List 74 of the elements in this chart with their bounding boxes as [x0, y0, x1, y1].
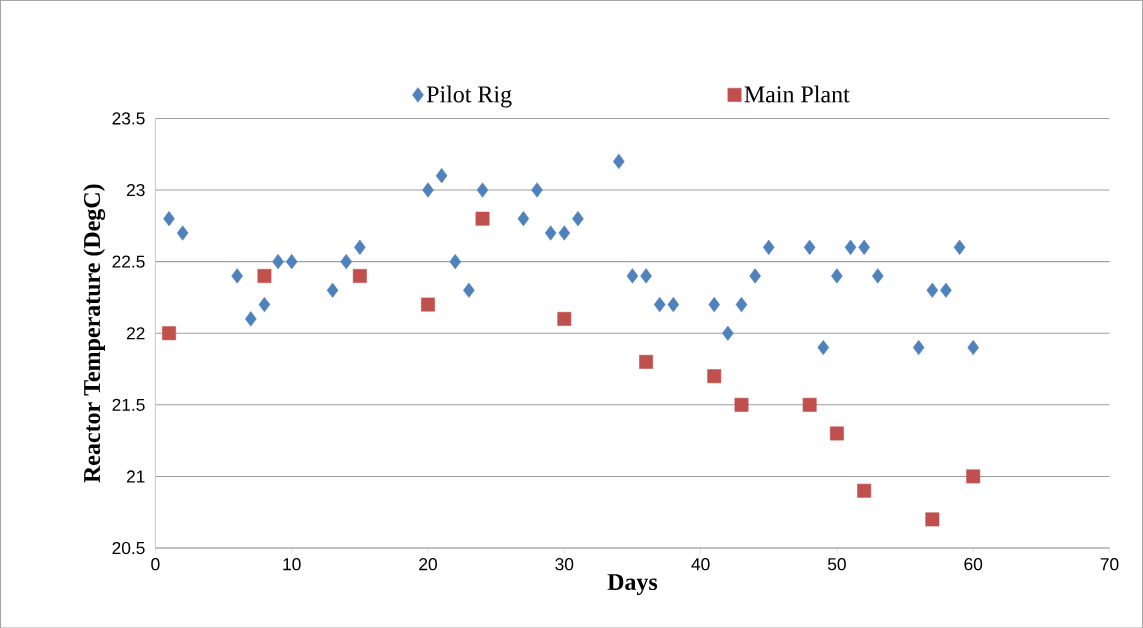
legend-label: Pilot Rig: [426, 85, 512, 108]
point: [354, 239, 366, 255]
point: [272, 253, 284, 269]
point: [435, 167, 448, 184]
point: [749, 268, 761, 284]
x-tick-label: 40: [691, 557, 710, 571]
point: [762, 239, 775, 255]
point: [421, 297, 435, 312]
point: [531, 182, 543, 198]
y-tick-label: 21.5: [112, 398, 145, 411]
point: [176, 225, 189, 241]
y-tick-label: 22.5: [112, 255, 145, 268]
x-axis-title: Days: [607, 573, 658, 595]
point: [257, 268, 272, 283]
y-axis-title: Reactor Temperature (DegC): [83, 184, 106, 483]
point: [258, 296, 271, 312]
point: [953, 239, 966, 255]
point: [557, 311, 572, 326]
point: [340, 253, 352, 269]
x-tick-label: 60: [964, 557, 983, 571]
point: [708, 296, 720, 312]
point: [967, 339, 979, 355]
x-tick-label: 30: [555, 557, 574, 571]
y-tick-label: 20.5: [112, 541, 145, 554]
y-tick-label: 22: [126, 326, 145, 340]
point: [803, 239, 816, 255]
point: [463, 282, 475, 298]
point: [829, 426, 844, 441]
point: [735, 296, 748, 312]
point: [613, 153, 625, 169]
point: [422, 182, 434, 198]
y-tick-label: 23: [126, 183, 145, 196]
y-tick-label: 21: [126, 470, 145, 483]
point: [857, 483, 872, 498]
point: [925, 512, 940, 527]
point: [639, 354, 654, 369]
point: [626, 268, 639, 284]
point: [926, 282, 939, 298]
point: [653, 296, 666, 312]
point: [858, 239, 870, 255]
point: [667, 296, 680, 312]
point: [449, 253, 462, 269]
point: [734, 397, 749, 412]
point: [517, 210, 530, 227]
y-tick-label: 23.5: [112, 112, 145, 125]
point: [707, 369, 722, 383]
point: [722, 325, 734, 341]
x-tick-label: 10: [283, 557, 301, 571]
point: [352, 268, 367, 283]
legend-label: Main Plant: [744, 85, 850, 103]
point: [231, 268, 243, 284]
x-tick-label: 0: [151, 557, 160, 571]
point: [802, 397, 817, 412]
point: [558, 225, 571, 241]
point: [940, 282, 952, 298]
x-tick-label: 50: [827, 557, 846, 571]
x-tick-label: 70: [1100, 557, 1119, 571]
point: [831, 268, 843, 284]
point: [476, 182, 489, 198]
point: [912, 339, 925, 355]
point: [966, 469, 981, 484]
point: [817, 339, 830, 355]
point: [572, 210, 584, 227]
point: [285, 253, 298, 269]
point: [844, 239, 857, 255]
point: [245, 311, 257, 327]
point: [475, 211, 490, 226]
point: [162, 326, 176, 340]
point: [544, 225, 557, 241]
point: [163, 210, 175, 227]
point: [326, 282, 339, 298]
point: [640, 268, 652, 284]
point: [872, 268, 884, 284]
x-tick-label: 20: [419, 557, 437, 571]
